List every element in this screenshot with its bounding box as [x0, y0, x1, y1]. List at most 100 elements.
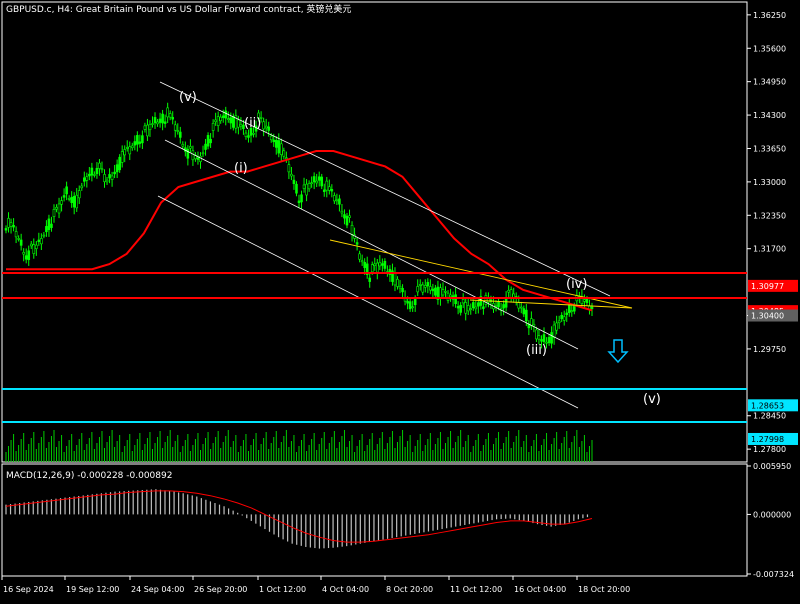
- candle-body: [113, 171, 116, 175]
- y-tick-label: 1.29750: [753, 345, 786, 354]
- candle-body: [148, 124, 152, 131]
- candle-body: [537, 335, 541, 340]
- candle-body: [300, 194, 303, 203]
- y-tick-label: 1.36250: [753, 11, 786, 20]
- candle-body: [535, 329, 538, 340]
- candle-body: [98, 162, 101, 169]
- candle-body: [398, 285, 402, 289]
- candle-body: [557, 320, 561, 324]
- candle-body: [221, 115, 225, 118]
- candle-body: [290, 173, 293, 177]
- candle-body: [431, 288, 435, 292]
- candle-body: [502, 304, 505, 309]
- candle-body: [330, 189, 334, 192]
- main-panel[interactable]: 1.36250 1.35600 1.34950 1.34300 1.33650 1.330…: [1, 1, 798, 463]
- candle-body: [29, 243, 33, 247]
- macd-signal-line: [5, 490, 593, 543]
- candle-body: [376, 262, 379, 273]
- candle-body: [519, 306, 523, 309]
- candle-body: [272, 139, 276, 143]
- candle-body: [204, 143, 207, 150]
- candle-body: [24, 255, 28, 260]
- x-tick-label: 1 Oct 12:00: [259, 585, 306, 594]
- candle-body: [471, 302, 475, 309]
- candle-body: [93, 174, 96, 176]
- candle-body: [27, 250, 31, 261]
- time-axis: 16 Sep 2024 19 Sep 12:00 24 Sep 04:00 26 Se…: [1, 576, 630, 594]
- y-tick-label: 1.35600: [753, 44, 786, 53]
- candle-body: [88, 173, 91, 177]
- candle-body: [340, 210, 344, 214]
- candle-body: [466, 305, 470, 312]
- macd-label: MACD(12,26,9) -0.000228 -0.000892: [6, 471, 172, 481]
- candle-body: [517, 302, 521, 309]
- candle-body: [219, 116, 222, 122]
- candle-body: [90, 167, 94, 176]
- candle-body: [310, 182, 313, 184]
- candle-body: [547, 337, 551, 344]
- candle-body: [280, 143, 283, 155]
- candle-body: [196, 157, 200, 160]
- channel-middle-line: [164, 139, 579, 350]
- candle-body: [355, 242, 359, 245]
- candle-body: [239, 124, 243, 127]
- channel-lower-line: [157, 195, 579, 409]
- candle-body: [158, 118, 162, 123]
- candle-body: [507, 290, 510, 293]
- candle-body: [497, 301, 500, 308]
- candle-body: [434, 287, 437, 296]
- wave-label-v-top: (v): [179, 90, 197, 105]
- candle-body: [555, 322, 558, 331]
- candle-body: [540, 339, 543, 342]
- candle-body: [269, 135, 273, 141]
- candle-body: [229, 117, 233, 124]
- macd-panel[interactable]: 0.005950 0.000000 -0.007324 MACD(12,26,9) …: [1, 462, 794, 579]
- candle-body: [264, 125, 268, 129]
- candle-body: [368, 277, 372, 282]
- candle-body: [512, 293, 515, 298]
- candle-body: [421, 284, 425, 293]
- candle-body: [211, 122, 215, 131]
- candle-body: [459, 304, 462, 313]
- candle-body: [469, 308, 473, 310]
- candle-body: [234, 115, 238, 129]
- candle-body: [224, 110, 228, 119]
- candle-body: [14, 231, 18, 238]
- candle-body: [504, 298, 508, 308]
- candle-body: [19, 239, 23, 246]
- price-tag-label: 1.28653: [751, 401, 784, 410]
- channel-upper-line: [159, 81, 611, 297]
- candle-body: [449, 294, 452, 298]
- candle-body: [143, 125, 147, 130]
- macd-tick-label: -0.007324: [753, 570, 794, 579]
- candle-body: [343, 214, 346, 219]
- candle-body: [146, 124, 149, 137]
- candle-body: [232, 116, 235, 128]
- candle-body: [285, 157, 288, 160]
- candle-body: [315, 180, 318, 184]
- y-tick-label: 1.27800: [753, 445, 786, 454]
- candle-body: [252, 133, 255, 135]
- candle-body: [50, 223, 53, 228]
- candle-body: [393, 272, 397, 286]
- candle-body: [206, 135, 210, 147]
- y-tick-label: 1.31700: [753, 245, 786, 254]
- candle-body: [477, 302, 480, 307]
- candle-body: [532, 323, 536, 327]
- candle-body: [60, 200, 63, 205]
- macd-histogram: [5, 489, 589, 549]
- candle-body: [413, 299, 417, 306]
- candle-body: [105, 179, 109, 183]
- candle-body: [335, 199, 339, 202]
- candle-body: [461, 299, 465, 304]
- candle-body: [456, 305, 460, 309]
- candle-body: [312, 176, 316, 183]
- candle-body: [302, 184, 306, 189]
- candle-body: [436, 286, 440, 300]
- candle-body: [141, 135, 144, 144]
- candle-body: [201, 152, 205, 155]
- candle-body: [274, 139, 278, 148]
- candle-body: [249, 127, 253, 136]
